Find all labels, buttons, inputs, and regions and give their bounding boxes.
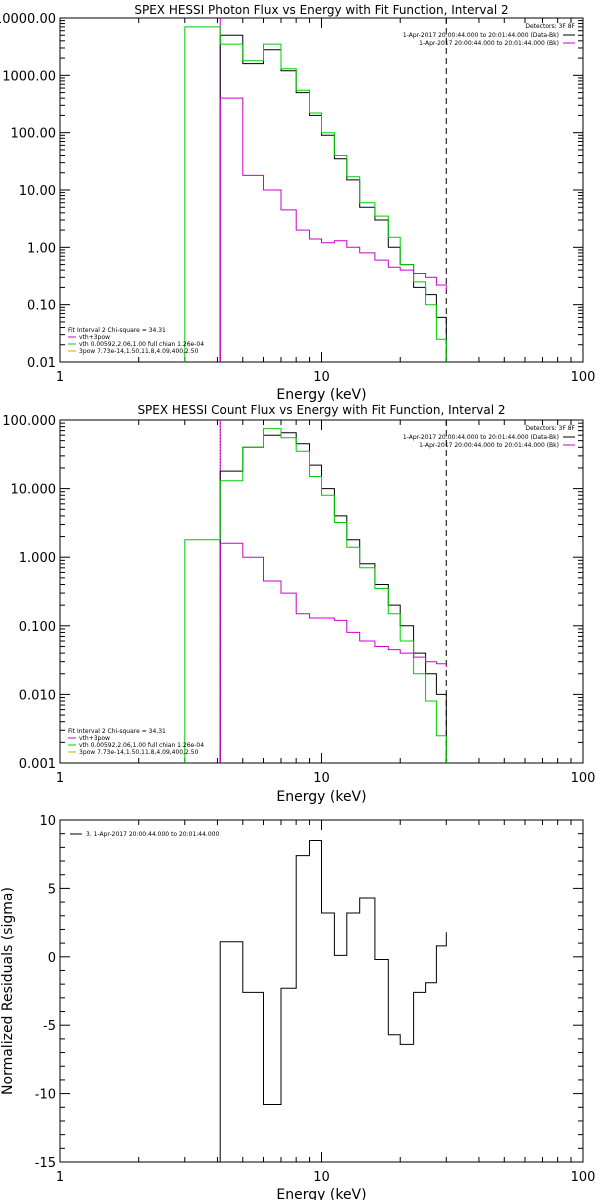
x-axis-label: Energy (keV)	[276, 1187, 366, 1200]
legend-label: vth 0.00592,2.06,1.00 full chian 1.26e-0…	[79, 742, 204, 749]
x-tick-label: 1	[56, 771, 64, 786]
y-tick-label: 10	[39, 814, 56, 829]
legend-label: 3pow 7.73e-14,1.50,11.8,4.09,400,2.50	[79, 348, 199, 355]
data-series-2	[184, 26, 447, 362]
legend-label: 1-Apr-2017 20:00:44.000 to 20:01:44.000 …	[403, 32, 559, 39]
data-series-3	[219, 97, 447, 362]
legend-label: 3pow 7.73e-14,1.50,11.8,4.09,400,2.50	[79, 749, 199, 756]
y-tick-label: 0	[48, 951, 56, 966]
y-tick-label: 0.010	[19, 688, 56, 703]
legend-header: Fit Interval 2 Chi-square = 34.31	[68, 728, 166, 735]
data-series-1	[219, 840, 447, 1162]
data-series-1	[219, 432, 447, 763]
x-tick-label: 100	[571, 771, 596, 786]
legend-label: 3. 1-Apr-2017 20:00:44.000 to 20:01:44.0…	[86, 831, 219, 838]
data-series-1	[219, 34, 447, 362]
x-tick-label: 10	[313, 771, 330, 786]
legend-top: 3. 1-Apr-2017 20:00:44.000 to 20:01:44.0…	[70, 831, 219, 838]
chart-panel-3: 1 10 100 10 5 0 -5 -10 -15 Energy (keV) Normalized…	[0, 814, 595, 1200]
legend-top: Detectors: 3F 8F 1-Apr-2017 20:00:44.000 …	[403, 425, 576, 449]
series-group	[219, 840, 447, 1162]
x-tick-label: 10	[313, 1170, 330, 1185]
legend-label: vth 0.00592,2.06,1.00 full chian 1.26e-0…	[79, 341, 204, 348]
y-tick-label: 1.000	[19, 551, 56, 566]
y-tick-label: 0.001	[19, 757, 56, 772]
data-series-2	[184, 428, 447, 763]
legend-label: 1-Apr-2017 20:00:44.000 to 20:01:44.000 …	[419, 442, 559, 449]
y-tick-label: -5	[43, 1019, 56, 1034]
series-group	[184, 26, 447, 362]
legend-header: Detectors: 3F 8F	[525, 425, 575, 432]
y-tick-label: 100.000	[2, 414, 56, 429]
x-axis-label: Energy (keV)	[276, 387, 366, 403]
y-tick-label: 1.00	[27, 241, 56, 256]
legend-header: Fit Interval 2 Chi-square = 34.31	[68, 327, 166, 334]
chart-panel-1: SPEX HESSI Photon Flux vs Energy with Fi…	[0, 3, 595, 403]
y-tick-label: 10.00	[19, 184, 56, 199]
chart-title: SPEX HESSI Count Flux vs Energy with Fit…	[137, 403, 505, 417]
x-tick-label: 100	[571, 370, 596, 385]
y-tick-label: -15	[35, 1156, 56, 1171]
legend-label: 1-Apr-2017 20:00:44.000 to 20:01:44.000 …	[403, 434, 559, 441]
plot-frame	[59, 17, 584, 363]
x-tick-label: 100	[571, 1170, 596, 1185]
y-tick-label: 5	[48, 882, 56, 897]
y-tick-label: 10.000	[11, 483, 57, 498]
y-tick-label: 0.10	[27, 299, 56, 314]
y-tick-label: 0.01	[27, 356, 56, 371]
x-tick-label: 1	[56, 1170, 64, 1185]
x-axis-label: Energy (keV)	[276, 789, 366, 805]
y-tick-label: 100.00	[11, 127, 57, 142]
y-tick-label: 1000.00	[2, 69, 56, 84]
y-tick-label: -10	[35, 1088, 56, 1103]
series-group	[184, 428, 447, 763]
legend-label: vth+3pow	[79, 334, 110, 341]
legend-label: 1-Apr-2017 20:00:44.000 to 20:01:44.000 …	[419, 40, 559, 47]
x-tick-label: 1	[56, 370, 64, 385]
y-axis-label: Normalized Residuals (sigma)	[0, 887, 16, 1095]
data-series-3	[219, 542, 447, 763]
chart-panel-2: SPEX HESSI Count Flux vs Energy with Fit…	[2, 403, 595, 805]
legend-top: Detectors: 3F 8F 1-Apr-2017 20:00:44.000 …	[403, 23, 576, 47]
chart-title: SPEX HESSI Photon Flux vs Energy with Fi…	[134, 3, 508, 17]
y-tick-label: 0.100	[19, 620, 56, 635]
y-tick-label: 10000.00	[0, 12, 56, 27]
legend-bottom: Fit Interval 2 Chi-square = 34.31vth+3po…	[68, 728, 204, 756]
legend-label: vth+3pow	[79, 735, 110, 742]
x-tick-label: 10	[313, 370, 330, 385]
legend-header: Detectors: 3F 8F	[525, 23, 575, 30]
legend-bottom: Fit Interval 2 Chi-square = 34.31vth+3po…	[68, 327, 204, 355]
